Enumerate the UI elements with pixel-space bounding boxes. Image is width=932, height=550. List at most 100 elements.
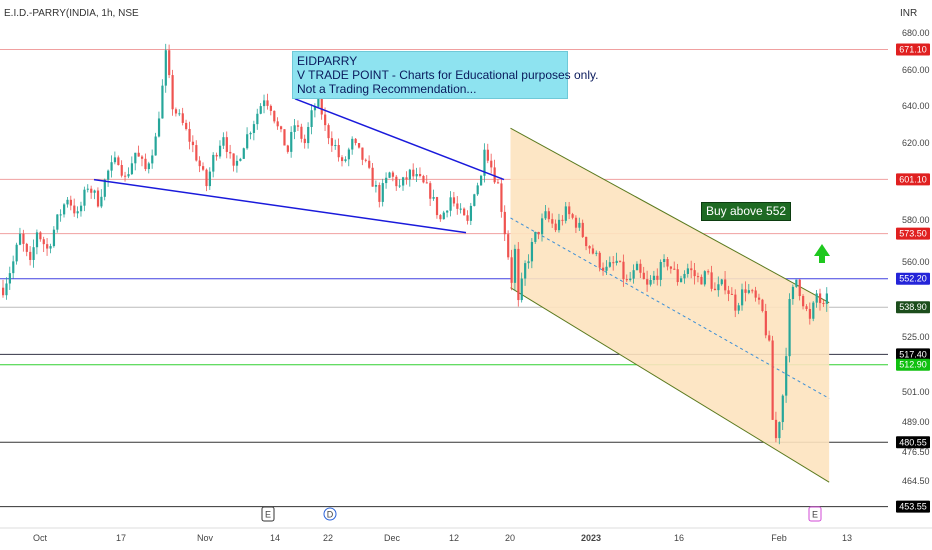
earnings-event-icon [261, 506, 275, 522]
level-tag [896, 348, 930, 361]
annotation-line-2: V TRADE POINT - Charts for Educational p… [297, 68, 599, 82]
candle-body [459, 208, 462, 210]
candle-body [802, 296, 805, 307]
candle-body [313, 106, 317, 111]
x-tick-label: 20 [505, 533, 515, 543]
candle-body [259, 106, 262, 114]
candle-body [276, 121, 279, 127]
level-tag-label: 573.50 [899, 229, 927, 239]
level-tag [896, 301, 930, 314]
candle-body [449, 197, 452, 211]
candle-body [744, 289, 747, 293]
candle-body [164, 50, 167, 86]
candle-body [154, 136, 157, 156]
candle-body [676, 269, 679, 283]
candle-body [25, 243, 28, 252]
candle-body [727, 290, 730, 294]
y-tick-label: 580.00 [902, 215, 930, 225]
y-tick-label: 660.00 [902, 65, 930, 75]
x-tick-label: 12 [449, 533, 459, 543]
x-tick-label: 17 [116, 533, 126, 543]
candle-body [296, 125, 300, 127]
candle-body [649, 280, 652, 285]
candle-body [151, 155, 154, 164]
candle-body [520, 278, 523, 301]
candle-body [429, 183, 432, 199]
x-tick-label: 16 [674, 533, 684, 543]
level-tag [896, 43, 930, 56]
candle-body [774, 419, 778, 439]
candle-body [76, 211, 79, 214]
candle-body [117, 157, 120, 165]
candle-body [198, 160, 201, 167]
x-tick-label: 22 [323, 533, 333, 543]
trendlines [93, 98, 505, 234]
candle-body [283, 129, 286, 146]
candle-body [354, 138, 357, 144]
candle-body [361, 147, 364, 160]
candle-body [8, 273, 11, 284]
y-tick-label: 680.00 [902, 28, 930, 38]
candle-body [476, 185, 479, 195]
candle-body [371, 167, 374, 187]
candle-body [713, 288, 717, 291]
candle-body [581, 222, 584, 237]
candle-body [473, 194, 476, 206]
candle-body [632, 270, 635, 279]
candle-body [300, 126, 303, 139]
time-axis: Oct 17 Nov 14 22 Dec 12 20 2023 16 Feb 13 [0, 527, 932, 543]
candle-body [510, 257, 513, 283]
event-letter: E [812, 510, 818, 520]
x-tick-label: 14 [270, 533, 280, 543]
dividend-event-icon [323, 507, 337, 521]
candle-body [757, 297, 761, 300]
candle-body [86, 188, 89, 190]
buy-above-label: Buy above 552 [701, 202, 792, 221]
candle-body [690, 268, 693, 271]
x-tick-label: Dec [384, 533, 401, 543]
candle-body [591, 248, 595, 254]
candle-body [551, 219, 554, 224]
level-tag [896, 358, 930, 371]
candle-body [42, 239, 45, 245]
candle-body [195, 145, 198, 161]
candle-body [778, 422, 781, 439]
channel-lower [510, 287, 830, 483]
candle-body [357, 143, 361, 148]
level-tag [896, 272, 930, 285]
candle-body [652, 275, 656, 281]
candle-body [334, 145, 337, 147]
candle-body [341, 157, 344, 162]
candle-body [663, 259, 666, 262]
candle-body [466, 215, 469, 221]
candle-body [571, 214, 574, 218]
candle-body [656, 275, 659, 280]
up-arrow-shape [814, 244, 830, 263]
event-letter: D [327, 510, 334, 520]
level-tag-label: 601.10 [899, 174, 927, 184]
candle-body [761, 299, 764, 312]
candle-body [629, 278, 632, 281]
candle-body [22, 233, 25, 244]
trendline-lower [93, 178, 467, 234]
level-tag [896, 500, 930, 513]
candle-body [266, 100, 269, 106]
candle-body [337, 145, 340, 158]
channel-upper [510, 127, 830, 304]
candle-body [208, 171, 211, 187]
level-tag-label: 671.10 [899, 44, 927, 54]
candle-body [368, 160, 371, 168]
trendline-upper [294, 98, 505, 181]
candle-body [93, 190, 96, 193]
candle-body [785, 356, 788, 396]
candle-body [463, 208, 466, 216]
candle-body [588, 246, 591, 249]
symbol-title: E.I.D.-PARRY(INDIA, 1h, NSE [4, 8, 139, 19]
candle-body [483, 149, 486, 176]
candle-body [246, 134, 249, 149]
candle-body [737, 305, 740, 311]
candle-body [791, 286, 795, 300]
candle-body [412, 169, 415, 177]
candle-body [374, 184, 378, 187]
